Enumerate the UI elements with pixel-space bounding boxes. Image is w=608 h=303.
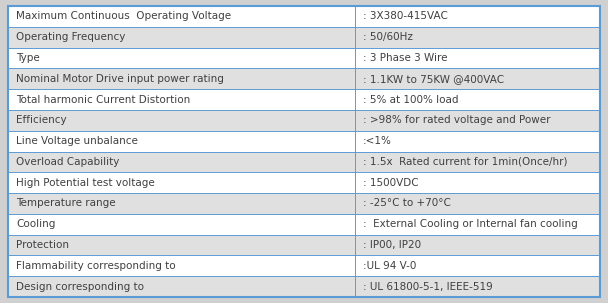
- Bar: [8, 152, 600, 172]
- Bar: [8, 6, 600, 27]
- Text: Type: Type: [16, 53, 40, 63]
- Bar: [8, 89, 600, 110]
- Bar: [8, 68, 600, 89]
- Text: :  External Cooling or Internal fan cooling: : External Cooling or Internal fan cooli…: [363, 219, 578, 229]
- Text: Overload Capability: Overload Capability: [16, 157, 119, 167]
- Text: Efficiency: Efficiency: [16, 115, 67, 125]
- Text: :<1%: :<1%: [363, 136, 392, 146]
- Text: Temperature range: Temperature range: [16, 198, 116, 208]
- Text: : 3 Phase 3 Wire: : 3 Phase 3 Wire: [363, 53, 447, 63]
- Text: : 1.5x  Rated current for 1min(Once/hr): : 1.5x Rated current for 1min(Once/hr): [363, 157, 567, 167]
- Text: Design corresponding to: Design corresponding to: [16, 281, 144, 291]
- Bar: [8, 193, 600, 214]
- Text: : UL 61800-5-1, IEEE-519: : UL 61800-5-1, IEEE-519: [363, 281, 492, 291]
- Bar: [8, 110, 600, 131]
- Text: Total harmonic Current Distortion: Total harmonic Current Distortion: [16, 95, 190, 105]
- Bar: [8, 131, 600, 152]
- Text: : 5% at 100% load: : 5% at 100% load: [363, 95, 458, 105]
- Text: : >98% for rated voltage and Power: : >98% for rated voltage and Power: [363, 115, 550, 125]
- Bar: [8, 235, 600, 255]
- Text: High Potential test voltage: High Potential test voltage: [16, 178, 155, 188]
- Bar: [8, 276, 600, 297]
- Bar: [8, 48, 600, 68]
- Text: Line Voltage unbalance: Line Voltage unbalance: [16, 136, 138, 146]
- Text: : 50/60Hz: : 50/60Hz: [363, 32, 413, 42]
- Text: Nominal Motor Drive input power rating: Nominal Motor Drive input power rating: [16, 74, 224, 84]
- Text: : 1.1KW to 75KW @400VAC: : 1.1KW to 75KW @400VAC: [363, 74, 504, 84]
- Bar: [8, 27, 600, 48]
- Text: : 1500VDC: : 1500VDC: [363, 178, 419, 188]
- Bar: [8, 172, 600, 193]
- Text: Maximum Continuous  Operating Voltage: Maximum Continuous Operating Voltage: [16, 12, 231, 22]
- Bar: [8, 255, 600, 276]
- Text: Operating Frequency: Operating Frequency: [16, 32, 125, 42]
- Text: Cooling: Cooling: [16, 219, 55, 229]
- Text: Flammability corresponding to: Flammability corresponding to: [16, 261, 176, 271]
- Text: : 3X380-415VAC: : 3X380-415VAC: [363, 12, 448, 22]
- Text: :UL 94 V-0: :UL 94 V-0: [363, 261, 416, 271]
- Bar: [8, 214, 600, 235]
- Text: : -25°C to +70°C: : -25°C to +70°C: [363, 198, 451, 208]
- Text: Protection: Protection: [16, 240, 69, 250]
- Text: : IP00, IP20: : IP00, IP20: [363, 240, 421, 250]
